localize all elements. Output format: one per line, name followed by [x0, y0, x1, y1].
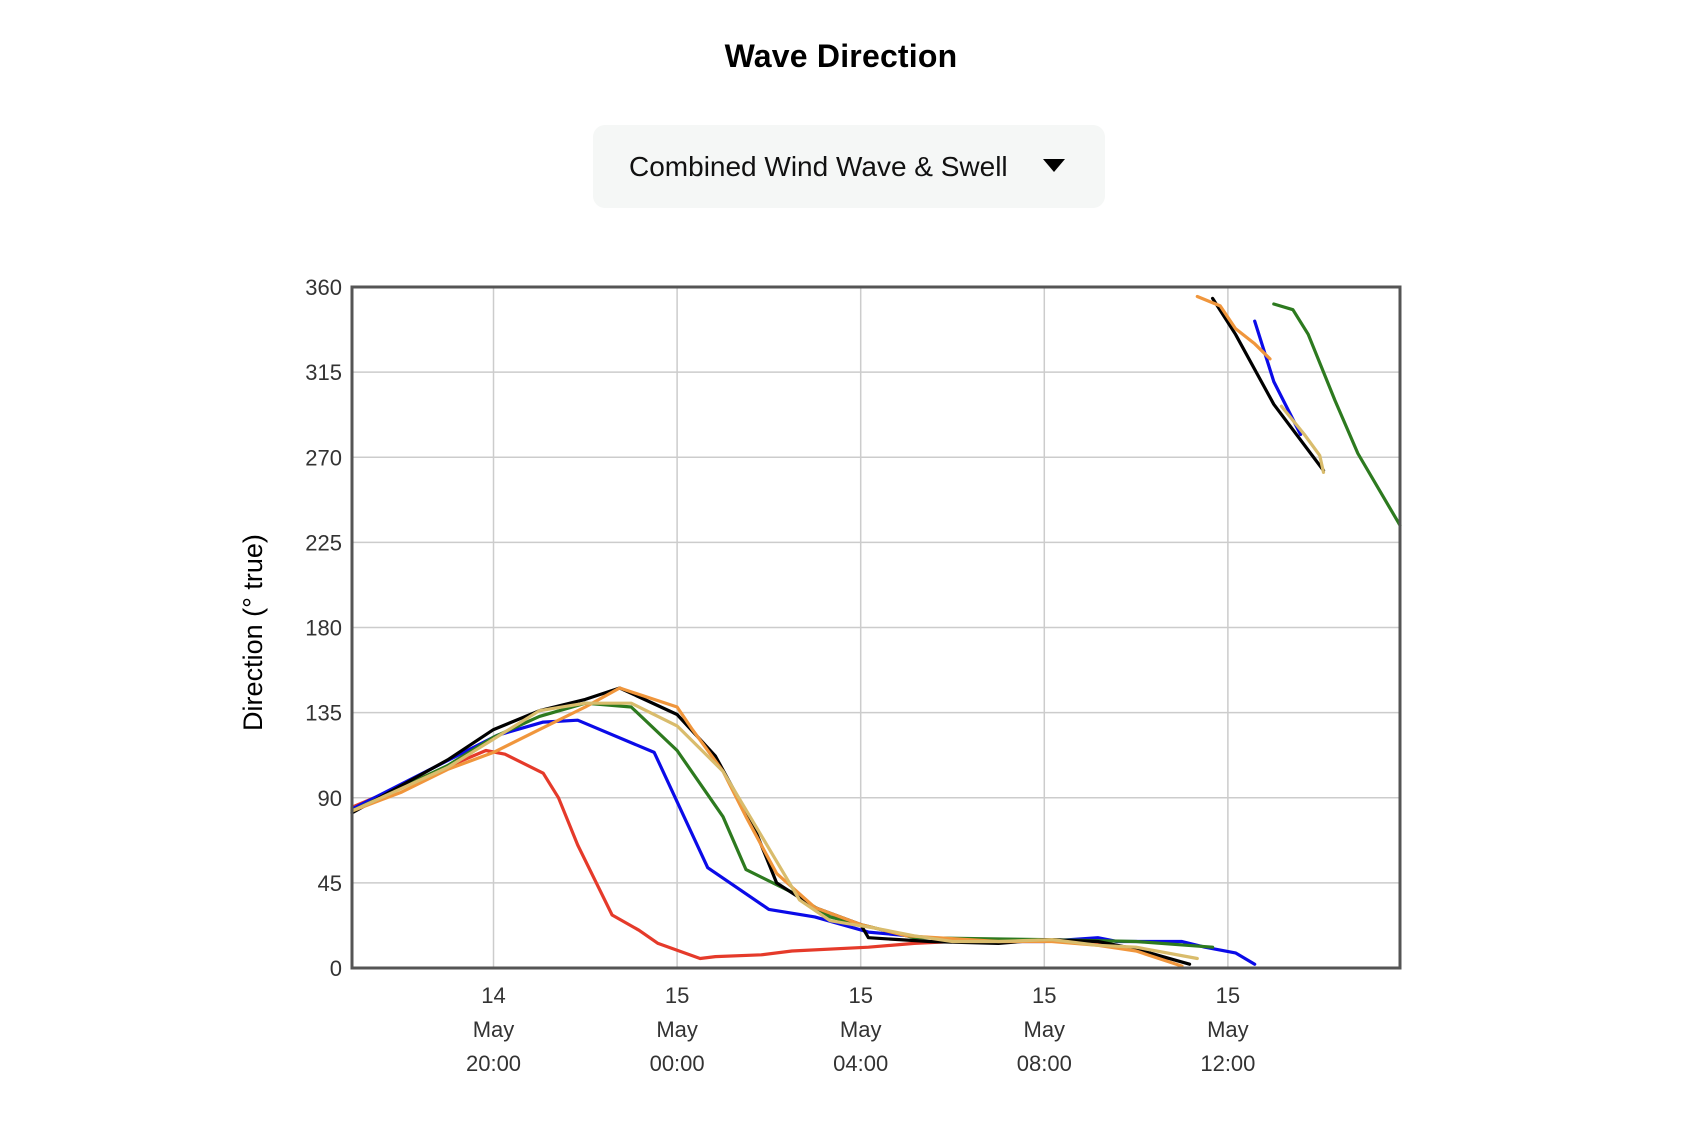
x-tick-label: May: [656, 1017, 698, 1042]
y-tick-label: 0: [330, 956, 342, 981]
series-line-4-segment-2: [1210, 296, 1326, 473]
gridlines: [352, 286, 1400, 969]
x-tick-label: 15: [1216, 983, 1240, 1008]
series-line-2-segment-1: [350, 718, 1257, 966]
x-tick-label: 12:00: [1200, 1051, 1255, 1076]
series-line-2-segment-2: [1253, 319, 1303, 437]
x-tick-label: 15: [1032, 983, 1056, 1008]
y-tick-label: 225: [305, 530, 342, 555]
series-line-4-segment-1: [350, 686, 1192, 966]
series-line-6-segment-1: [350, 701, 1199, 961]
x-tick-label: 20:00: [466, 1051, 521, 1076]
y-tick-label: 90: [318, 786, 342, 811]
series-line-6-segment-2: [1279, 404, 1326, 474]
caret-down-icon[interactable]: [1043, 159, 1065, 172]
series-line-5-segment-1: [350, 686, 1184, 968]
y-tick-label: 315: [305, 360, 342, 385]
series-line-3-segment-1: [350, 701, 1215, 949]
y-tick-label: 45: [318, 871, 342, 896]
x-tick-label: 04:00: [833, 1051, 888, 1076]
x-tick-label: May: [1207, 1017, 1249, 1042]
x-tick-label: May: [840, 1017, 882, 1042]
x-tick-label: 08:00: [1017, 1051, 1072, 1076]
y-tick-label: 270: [305, 445, 342, 470]
x-tick-label: May: [1024, 1017, 1066, 1042]
series-line-3-segment-2: [1272, 302, 1402, 527]
y-tick-label: 180: [305, 616, 342, 641]
series-lines: [350, 294, 1402, 968]
x-tick-label: May: [473, 1017, 515, 1042]
y-tick-label: 135: [305, 701, 342, 726]
x-tick-label: 15: [848, 983, 872, 1008]
wave-type-selected-label: Combined Wind Wave & Swell: [629, 151, 1008, 182]
y-tick-label: 360: [305, 275, 342, 300]
wave-type-select[interactable]: Combined Wind Wave & Swell: [593, 125, 1105, 208]
chart-title: Wave Direction: [724, 38, 958, 74]
series-line-5-segment-2: [1195, 294, 1272, 361]
plot-frame: [350, 285, 1402, 970]
y-axis-label: Direction (° true): [238, 534, 268, 731]
x-tick-label: 00:00: [650, 1051, 705, 1076]
axis-labels: 0 45 90 135 180 225 270 315 360 14 May 20:00 15 May 00…: [305, 275, 1255, 1076]
x-tick-label: 14: [481, 983, 505, 1008]
x-tick-label: 15: [665, 983, 689, 1008]
